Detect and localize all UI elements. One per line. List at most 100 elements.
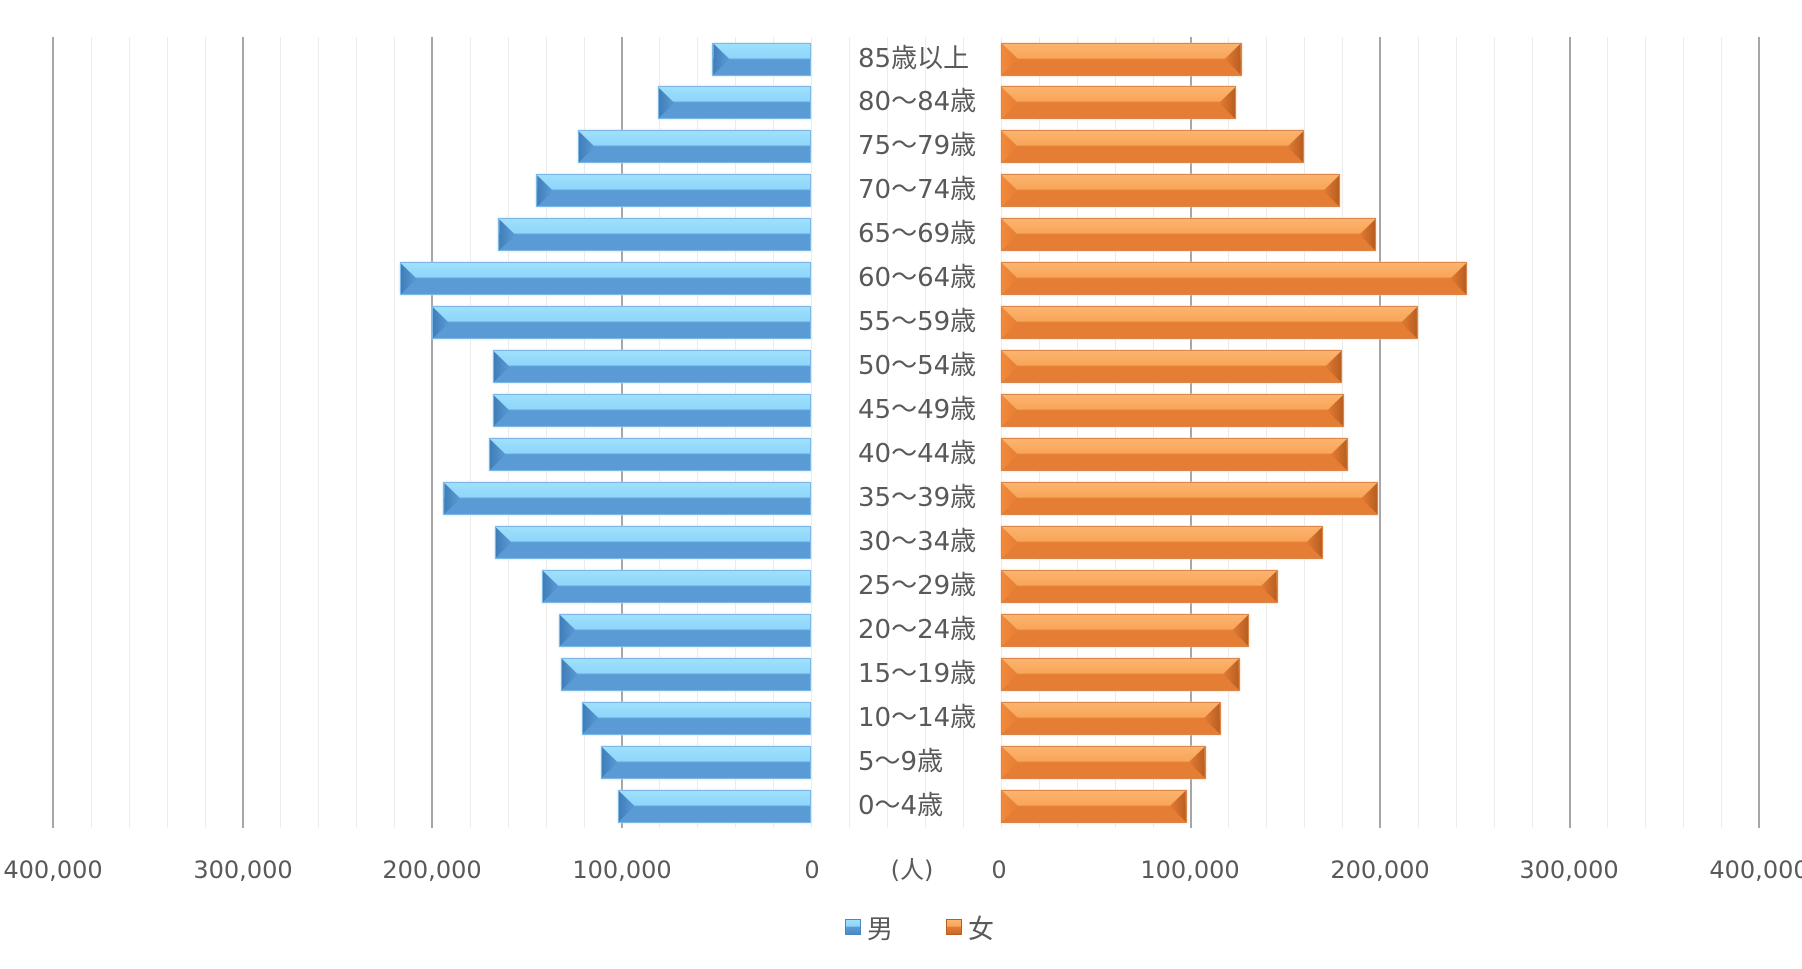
age-group-label: 20〜24歳 (858, 614, 977, 645)
gridline-right (1607, 37, 1609, 828)
gridline-left (697, 37, 699, 828)
age-group-label: 80〜84歳 (858, 87, 977, 118)
bar-female (1001, 174, 1341, 208)
female-swatch-icon (946, 919, 962, 935)
legend-male-label: 男 (867, 914, 894, 945)
bar-male (558, 613, 811, 647)
gridline-left (394, 37, 396, 828)
age-group-label: 5〜9歳 (858, 746, 944, 777)
age-group-label: 70〜74歳 (858, 175, 977, 206)
gridline-right (1152, 37, 1154, 828)
gridline-left (52, 37, 54, 828)
gridline-right (1568, 37, 1571, 828)
gridline-left (659, 37, 661, 828)
bar-male (560, 657, 811, 691)
gridline-left (166, 37, 168, 828)
bar-female (1001, 350, 1343, 384)
age-group-label: 75〜79歳 (858, 131, 977, 162)
x-tick-label: 400,000 (1709, 856, 1802, 884)
age-group-label: 15〜19歳 (858, 658, 977, 689)
bar-female (1001, 438, 1348, 472)
bar-female (1001, 130, 1305, 164)
bar-female (1001, 42, 1242, 76)
bar-female (1001, 306, 1418, 340)
x-tick-label: 0 (804, 856, 820, 884)
gridline-right (1417, 37, 1419, 828)
gridline-left (431, 37, 433, 828)
age-group-label: 60〜64歳 (858, 263, 977, 294)
gridline-left (583, 37, 585, 828)
bar-male (657, 86, 811, 120)
x-tick-label: 300,000 (1519, 856, 1619, 884)
gridline-right (1076, 37, 1078, 828)
gridline-right (1683, 37, 1685, 828)
gridline-right (1266, 37, 1268, 828)
bar-female (1001, 569, 1278, 603)
age-group-label: 35〜39歳 (858, 483, 977, 513)
bar-male (488, 438, 811, 472)
x-tick-label: 0 (991, 856, 1007, 884)
bar-male (577, 130, 811, 164)
bar-female (1001, 394, 1344, 428)
gridline-left (241, 37, 244, 828)
gridline-right (1228, 37, 1230, 828)
bar-female (1001, 745, 1206, 779)
bar-female (1001, 525, 1324, 559)
gridline-left (620, 37, 623, 828)
bar-female (1001, 613, 1250, 647)
legend-female-label: 女 (968, 914, 995, 945)
bar-male (536, 174, 811, 208)
bar-male (581, 701, 811, 735)
gridline-right (1721, 37, 1723, 828)
zero-axis-right (1001, 37, 1002, 828)
gridline-left (356, 37, 358, 828)
legend-item-male: 男 (845, 912, 893, 945)
bar-male (494, 525, 811, 559)
zero-axis-left (811, 37, 812, 828)
gridline-left (469, 37, 471, 828)
gridline-middle (886, 37, 888, 828)
x-tick-label: 100,000 (1140, 856, 1240, 884)
gridline-right (1379, 37, 1381, 828)
gridline-left (545, 37, 547, 828)
bar-female (1001, 218, 1377, 252)
gridline-left (128, 37, 130, 828)
gridline-left (773, 37, 775, 828)
bar-male (617, 789, 811, 823)
bar-female (1001, 657, 1240, 691)
age-group-label: 85歳以上 (858, 43, 970, 74)
unit-label: (人) (890, 856, 934, 884)
gridline-right (1114, 37, 1116, 828)
bar-male (712, 42, 811, 76)
legend-item-female: 女 (946, 912, 994, 945)
bar-male (443, 482, 811, 515)
bar-male (432, 306, 811, 340)
age-group-label: 45〜49歳 (858, 395, 977, 426)
bar-female (1001, 701, 1221, 735)
gridline-right (1531, 37, 1533, 828)
x-tick-label: 100,000 (572, 856, 672, 884)
gridline-middle (924, 37, 926, 828)
age-group-label: 25〜29歳 (858, 570, 977, 601)
gridline-left (318, 37, 320, 828)
bar-male (492, 350, 811, 384)
age-group-label: 50〜54歳 (858, 351, 977, 382)
bar-female (1001, 86, 1236, 120)
gridline-right (1304, 37, 1306, 828)
gridline-right (1038, 37, 1040, 828)
age-group-label: 65〜69歳 (858, 219, 977, 250)
age-group-label: 0〜4歳 (858, 790, 944, 821)
gridline-right (1493, 37, 1495, 828)
bar-female (1001, 482, 1379, 515)
bar-male (541, 569, 811, 603)
bar-male (399, 262, 811, 296)
gridline-right (1189, 37, 1192, 828)
x-tick-label: 200,000 (1330, 856, 1430, 884)
x-tick-label: 300,000 (193, 856, 293, 884)
age-group-label: 55〜59歳 (858, 307, 977, 338)
gridline-right (1645, 37, 1647, 828)
bar-female (1001, 789, 1187, 823)
x-tick-label: 200,000 (382, 856, 482, 884)
gridline-middle (848, 37, 850, 828)
